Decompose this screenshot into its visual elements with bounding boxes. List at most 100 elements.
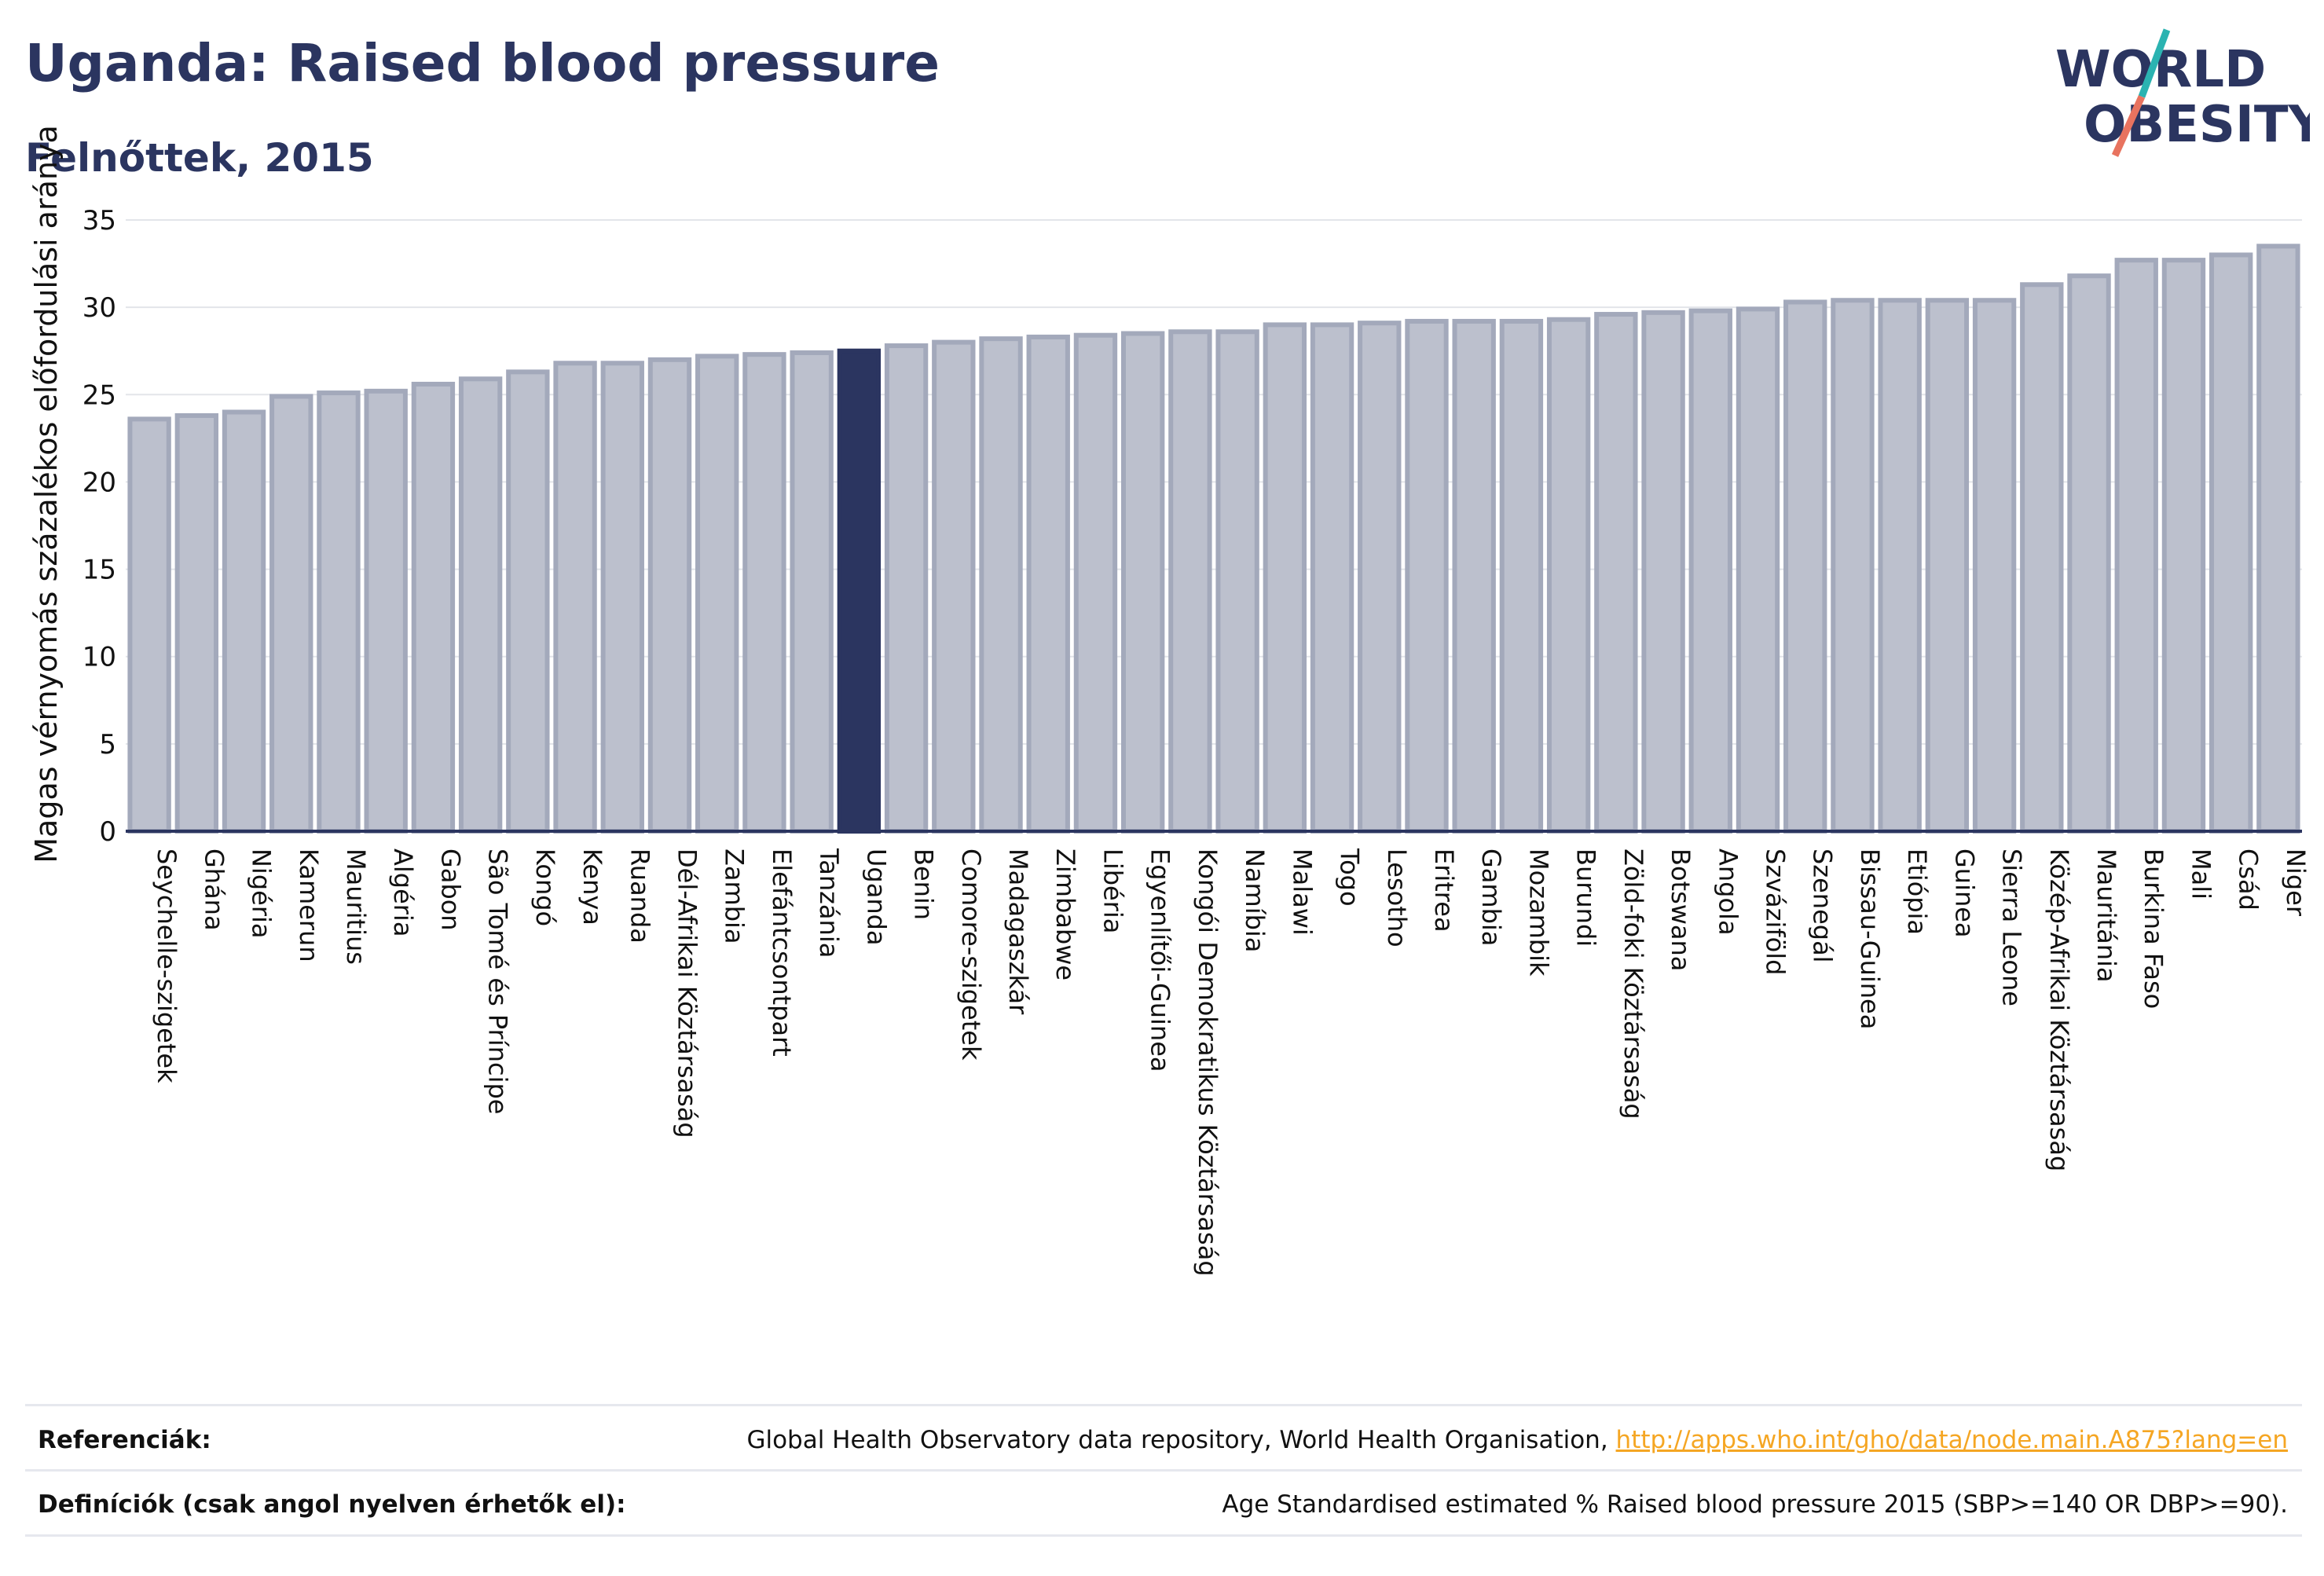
references-link[interactable]: http://apps.who.int/gho/data/node.main.A… xyxy=(1615,1426,2288,1454)
x-axis-ticks: Seychelle-szigetek Ghána Nigéria Kamerun Mau… xyxy=(152,848,2311,1277)
x-tick-label: Szváziföld xyxy=(1761,848,1791,975)
y-tick-label: 10 xyxy=(82,642,116,673)
bar xyxy=(979,336,1023,834)
y-tick-label: 25 xyxy=(82,379,116,411)
x-tick-label: Mauritius xyxy=(341,848,371,965)
definitions-value: Age Standardised estimated % Raised bloo… xyxy=(1222,1490,2288,1519)
x-tick-label: Kongói Demokratikus Köztársaság xyxy=(1193,848,1222,1277)
references-text: Global Health Observatory data repositor… xyxy=(746,1426,1616,1454)
x-tick-label: Libéria xyxy=(1098,848,1127,933)
y-tick-label: 35 xyxy=(82,205,116,236)
bar xyxy=(1831,298,1875,834)
x-tick-label: Namíbia xyxy=(1240,848,1270,952)
y-axis-label: Magas vérnyomás százalékos előfordulási … xyxy=(29,125,64,863)
bar xyxy=(222,409,266,834)
chart-title: Uganda: Raised blood pressure xyxy=(25,33,940,93)
x-tick-label: Madagaszkár xyxy=(1003,848,1033,1015)
x-tick-label: Mozambik xyxy=(1523,848,1553,977)
bar xyxy=(1641,310,1685,834)
x-tick-label: Zöld-foki Köztársaság xyxy=(1618,848,1648,1120)
bar xyxy=(1310,322,1354,834)
bar xyxy=(364,388,408,834)
x-tick-label: Kamerun xyxy=(294,848,324,962)
x-tick-label: Benin xyxy=(909,848,939,920)
footer-divider-top xyxy=(25,1404,2302,1406)
bar xyxy=(1215,329,1259,834)
bar xyxy=(932,339,976,834)
x-tick-label: Kenya xyxy=(577,848,607,925)
x-tick-label: Botswana xyxy=(1666,848,1695,971)
bar xyxy=(553,361,597,834)
chart-subtitle: Felnőttek, 2015 xyxy=(25,135,374,181)
x-tick-label: Egyenlítői-Guinea xyxy=(1146,848,1175,1072)
bar xyxy=(742,352,786,834)
bar xyxy=(2114,258,2158,834)
footer-divider-bottom xyxy=(25,1534,2302,1537)
bar xyxy=(1120,331,1165,834)
bar xyxy=(458,376,503,834)
bar xyxy=(1925,298,1970,834)
x-tick-label: Lesotho xyxy=(1382,848,1412,947)
bar xyxy=(695,354,739,834)
bar xyxy=(506,369,550,834)
x-tick-label: Ruanda xyxy=(625,848,654,944)
x-tick-label: Togo xyxy=(1335,848,1365,907)
bar xyxy=(1736,306,1780,834)
logo-slash-coral xyxy=(2111,95,2146,157)
bar xyxy=(1168,329,1212,834)
y-tick-label: 30 xyxy=(82,292,116,324)
bar xyxy=(2256,244,2300,834)
bar xyxy=(2020,282,2064,834)
bar xyxy=(174,412,219,834)
bar xyxy=(1263,322,1307,834)
x-tick-label: Tanzánia xyxy=(814,848,844,958)
x-tick-label: Csád xyxy=(2234,848,2264,911)
x-tick-label: São Tomé és Príncipe xyxy=(483,848,513,1114)
bar xyxy=(1546,317,1591,834)
bar xyxy=(1594,312,1638,834)
references-value: Global Health Observatory data repositor… xyxy=(746,1426,2288,1454)
bar xyxy=(1073,332,1118,834)
x-tick-label: Kongó xyxy=(530,848,560,926)
x-tick-label: Zimbabwe xyxy=(1050,848,1080,980)
y-tick-label: 20 xyxy=(82,467,116,498)
x-tick-label: Sierra Leone xyxy=(1997,848,2027,1006)
x-tick-label: Gambia xyxy=(1476,848,1506,946)
x-tick-label: Malawi xyxy=(1287,848,1317,936)
definitions-label: Definíciók (csak angol nyelven érhetők e… xyxy=(38,1490,626,1519)
footer-divider-middle xyxy=(25,1469,2302,1472)
logo-slash-teal xyxy=(2138,28,2171,98)
bar xyxy=(2209,252,2253,834)
bar xyxy=(1783,299,1827,834)
bar xyxy=(1405,318,1449,834)
bar-chart: 0 5 10 15 20 25 30 35 Seychelle-szigetek Ghána Ni… xyxy=(29,125,2311,1277)
bar xyxy=(884,343,929,834)
x-tick-label: Mali xyxy=(2186,848,2216,900)
x-tick-label: Etiópia xyxy=(1902,848,1932,935)
bar xyxy=(1499,318,1544,834)
x-tick-label: Seychelle-szigetek xyxy=(152,848,181,1083)
bar xyxy=(600,361,644,834)
bar xyxy=(1358,321,1402,834)
x-tick-label: Niger xyxy=(2281,848,2311,917)
x-tick-label: Gabon xyxy=(435,848,465,931)
y-tick-label: 5 xyxy=(99,729,116,761)
x-tick-label: Bissau-Guinea xyxy=(1855,848,1885,1029)
bar xyxy=(1026,334,1070,834)
bar xyxy=(647,357,692,834)
x-tick-label: Burundi xyxy=(1571,848,1601,947)
x-tick-label: Uganda xyxy=(861,848,891,946)
references-label: Referenciák: xyxy=(38,1426,211,1454)
bar xyxy=(1878,298,1922,834)
bar xyxy=(411,381,456,834)
bar xyxy=(2067,273,2111,834)
x-tick-label: Algéria xyxy=(388,848,418,936)
bar xyxy=(1972,298,2017,834)
bar xyxy=(2161,258,2206,834)
world-obesity-logo: WORLD OBESITY xyxy=(2055,28,2310,157)
bar xyxy=(790,350,834,834)
x-tick-label: Közép-Afrikai Köztársaság xyxy=(2044,848,2074,1171)
x-tick-label: Eritrea xyxy=(1429,848,1459,933)
y-tick-label: 0 xyxy=(99,816,116,848)
x-tick-label: Guinea xyxy=(1949,848,1979,938)
